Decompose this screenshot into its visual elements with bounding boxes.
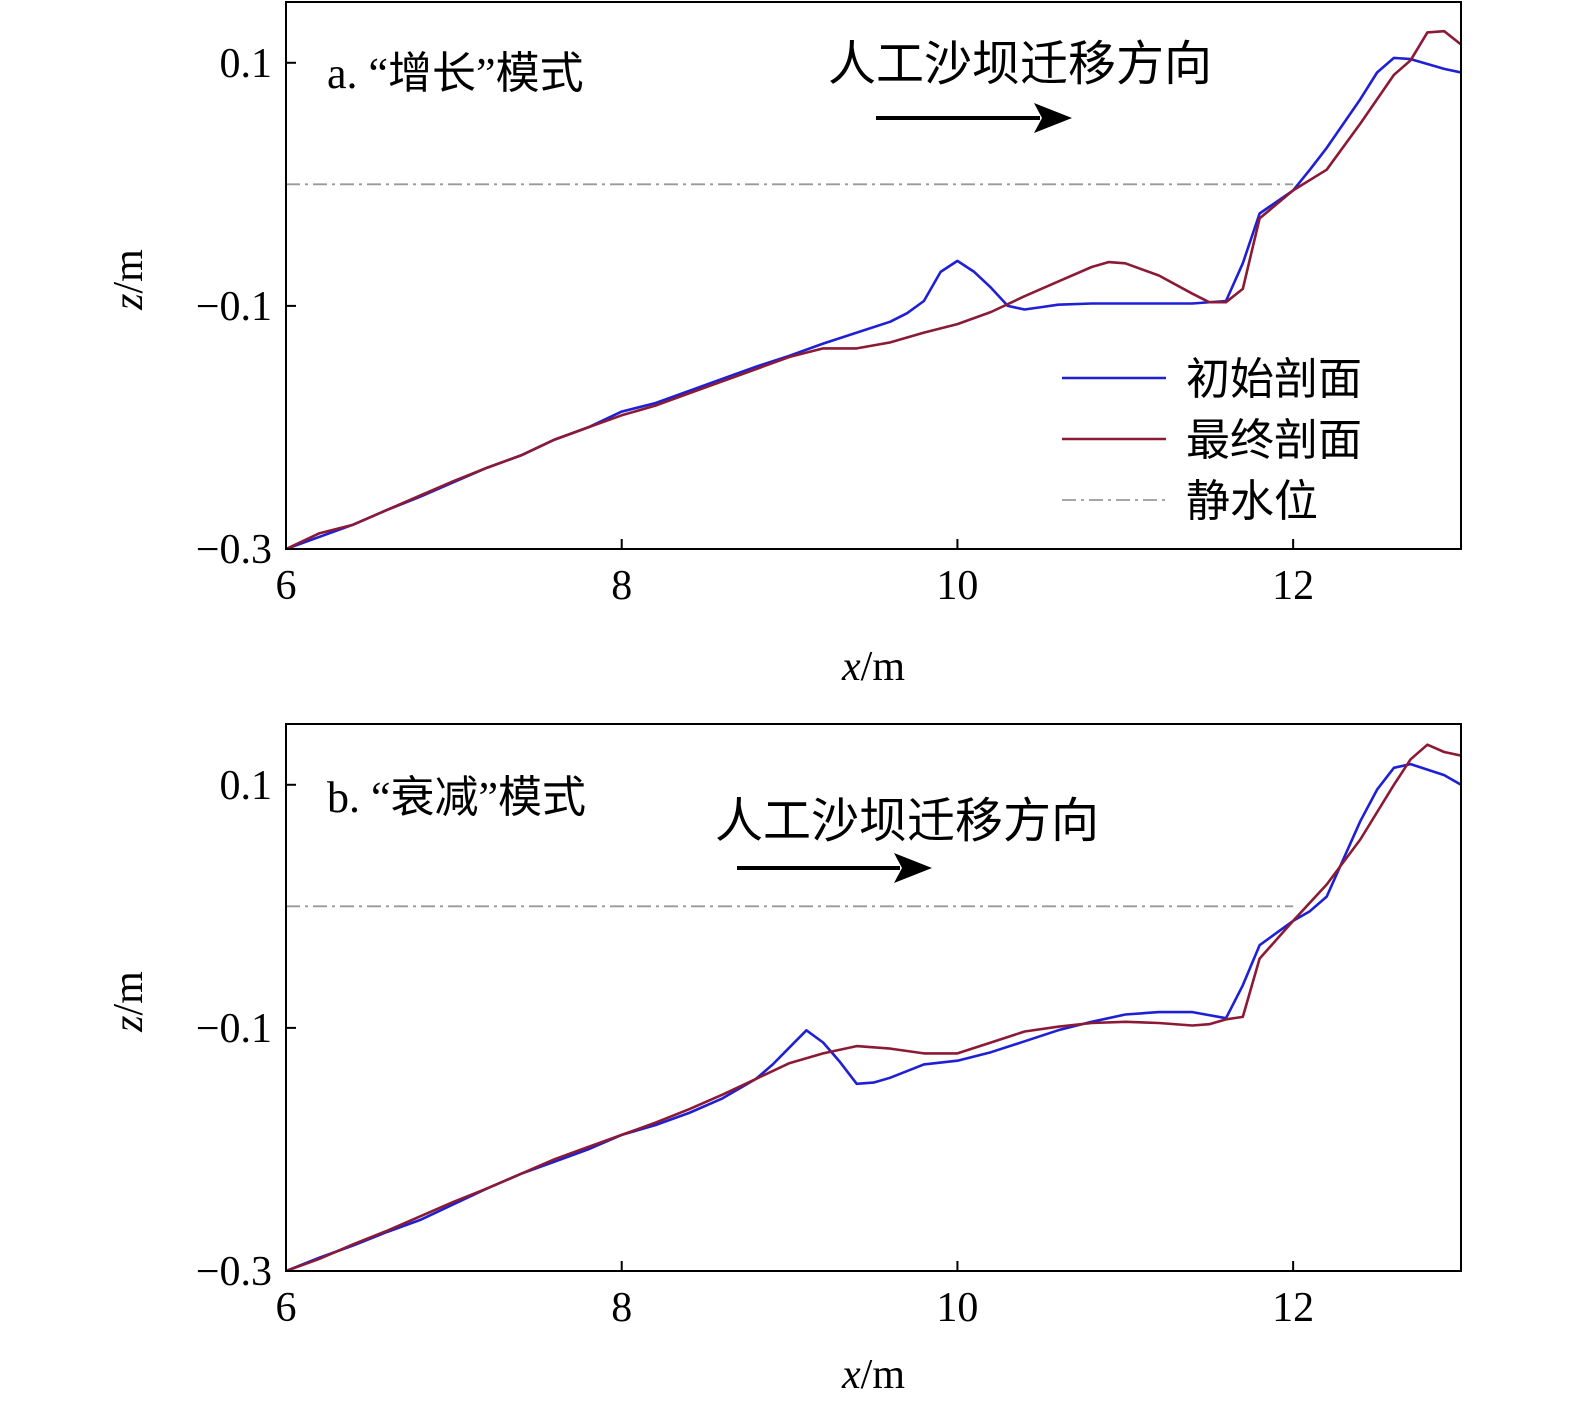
panel-b-ytick-label: −0.3 [196,1249,272,1295]
legend-label-final: 最终剖面 [1186,416,1362,465]
legend-label-still-water: 静水位 [1186,477,1318,526]
panel-b-ytick-label: −0.1 [196,1006,272,1052]
panel-a-title: a. “增长”模式 [327,49,584,98]
panel-a-initial-profile-line [286,56,1461,549]
panel-a-plot-area: 6 8 10 12 0.1 −0.1 −0.3 x/m z/m [106,1,1462,690]
panel-a-xtick-label: 6 [276,563,297,609]
panel-b-xtick-label: 12 [1272,1285,1314,1331]
panel-a-legend: 初始剖面 最终剖面 静水位 [1062,355,1362,526]
panel-a-y-axis-title: z/m [106,249,152,311]
panel-b-plot-area: 6 8 10 12 0.1 −0.1 −0.3 x/m z/m [106,723,1462,1398]
panel-b-title: b. “衰减”模式 [327,773,586,822]
panel-b-xtick-label: 10 [936,1285,978,1331]
panel-b-axes-frame [285,723,1462,1272]
panel-a-final-profile-line [286,29,1461,549]
panel-b-xtick-label: 8 [611,1285,632,1331]
panel-a-ytick-label: −0.1 [196,284,272,330]
panel-b-final-profile-line [286,743,1461,1271]
panel-a-xtick-label: 8 [611,563,632,609]
panel-a-ytick-label: −0.3 [196,527,272,573]
panel-b-arrow-label: 人工沙坝迁移方向 [715,795,1099,848]
panel-b-y-axis-title: z/m [106,971,152,1033]
legend-label-initial: 初始剖面 [1186,355,1362,404]
panel-b-xtick-label: 6 [276,1285,297,1331]
panel-a-axes-frame [285,1,1462,550]
panel-a-arrow-label: 人工沙坝迁移方向 [828,38,1212,91]
panel-a: 6 8 10 12 0.1 −0.1 −0.3 x/m z/m a. “增长”模式 人工沙坝迁移… [106,1,1462,690]
panel-b-x-axis-title: x/m [841,1352,905,1398]
panel-a-direction-arrow [876,103,1072,133]
panel-a-xtick-label: 12 [1272,563,1314,609]
panel-a-xtick-label: 10 [936,563,978,609]
panel-b: 6 8 10 12 0.1 −0.1 −0.3 x/m z/m b. “衰减”模式 人工沙坝迁移… [106,723,1462,1398]
panel-b-direction-arrow [737,853,932,883]
panel-a-ytick-label: 0.1 [220,41,273,87]
panel-a-x-axis-title: x/m [841,644,905,690]
panel-b-ytick-label: 0.1 [220,763,273,809]
